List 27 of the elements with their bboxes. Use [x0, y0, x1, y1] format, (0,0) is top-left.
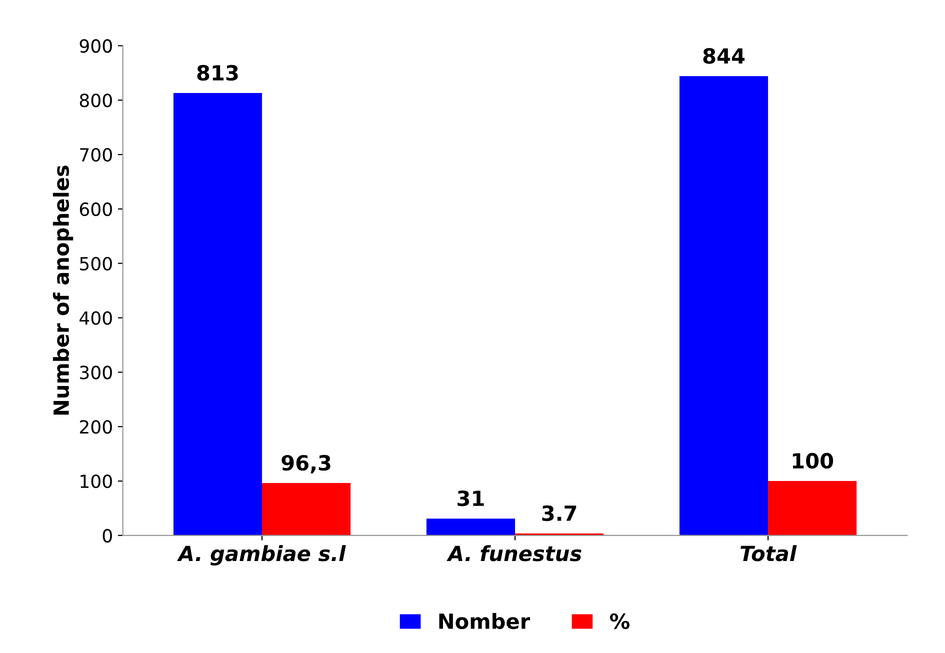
legend-label: Nomber [439, 612, 530, 630]
y-tick-label: 0 [102, 528, 112, 543]
y-tick-label: 400 [80, 311, 112, 325]
bar [679, 76, 768, 536]
bar [426, 518, 516, 536]
y-axis-title: Number of anopheles [52, 166, 74, 415]
y-tick-label: 700 [80, 148, 112, 162]
data-label: 844 [703, 48, 745, 64]
x-tick-label: A. funestus [446, 545, 582, 562]
data-label: 100 [792, 452, 834, 469]
data-label: 31 [458, 490, 484, 506]
x-tick-label: A. gambiae s.l [177, 545, 346, 566]
data-label: 3.7 [542, 505, 576, 522]
bar [768, 481, 857, 536]
y-tick-label: 300 [80, 366, 112, 380]
y-tick-label: 800 [80, 94, 112, 108]
bar [262, 483, 351, 536]
y-tick-label: 600 [80, 202, 112, 216]
y-tick-label: 500 [80, 256, 112, 270]
x-tick-label: Total [740, 545, 797, 562]
y-tick-label: 200 [80, 420, 112, 434]
data-label: 813 [197, 64, 238, 81]
legend-label: % [610, 613, 630, 630]
y-tick-label: 100 [80, 474, 112, 488]
bar [173, 93, 262, 536]
y-tick-label: 900 [80, 39, 112, 53]
data-label: 96,3 [282, 454, 330, 474]
